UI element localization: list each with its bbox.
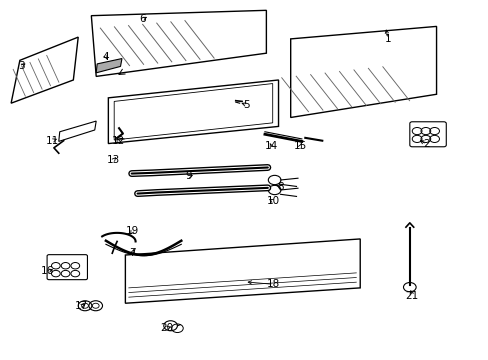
- Text: 8: 8: [277, 182, 284, 192]
- Polygon shape: [290, 26, 436, 117]
- Text: 1: 1: [384, 34, 390, 44]
- Text: 2: 2: [423, 139, 429, 149]
- Polygon shape: [114, 84, 272, 140]
- Polygon shape: [59, 121, 96, 141]
- FancyBboxPatch shape: [47, 255, 87, 280]
- Polygon shape: [91, 10, 266, 76]
- Text: 14: 14: [264, 141, 277, 151]
- Text: 11: 11: [46, 136, 59, 146]
- Text: 5: 5: [243, 100, 250, 110]
- Text: 6: 6: [139, 14, 145, 24]
- Text: 10: 10: [266, 197, 280, 206]
- Text: 18: 18: [266, 279, 280, 289]
- Text: 7: 7: [129, 248, 136, 258]
- Text: 17: 17: [75, 301, 88, 311]
- Text: 3: 3: [19, 61, 25, 71]
- Text: 19: 19: [126, 226, 139, 236]
- FancyBboxPatch shape: [409, 122, 446, 147]
- Text: 12: 12: [111, 136, 124, 146]
- Text: 16: 16: [41, 266, 54, 276]
- Text: 15: 15: [293, 141, 306, 151]
- Text: 13: 13: [106, 156, 120, 165]
- Polygon shape: [125, 239, 360, 303]
- Polygon shape: [11, 37, 78, 103]
- Polygon shape: [108, 80, 278, 144]
- Text: 21: 21: [405, 291, 418, 301]
- Text: 20: 20: [160, 323, 173, 333]
- Text: 4: 4: [102, 52, 109, 62]
- Text: 9: 9: [185, 171, 191, 181]
- Polygon shape: [96, 59, 122, 73]
